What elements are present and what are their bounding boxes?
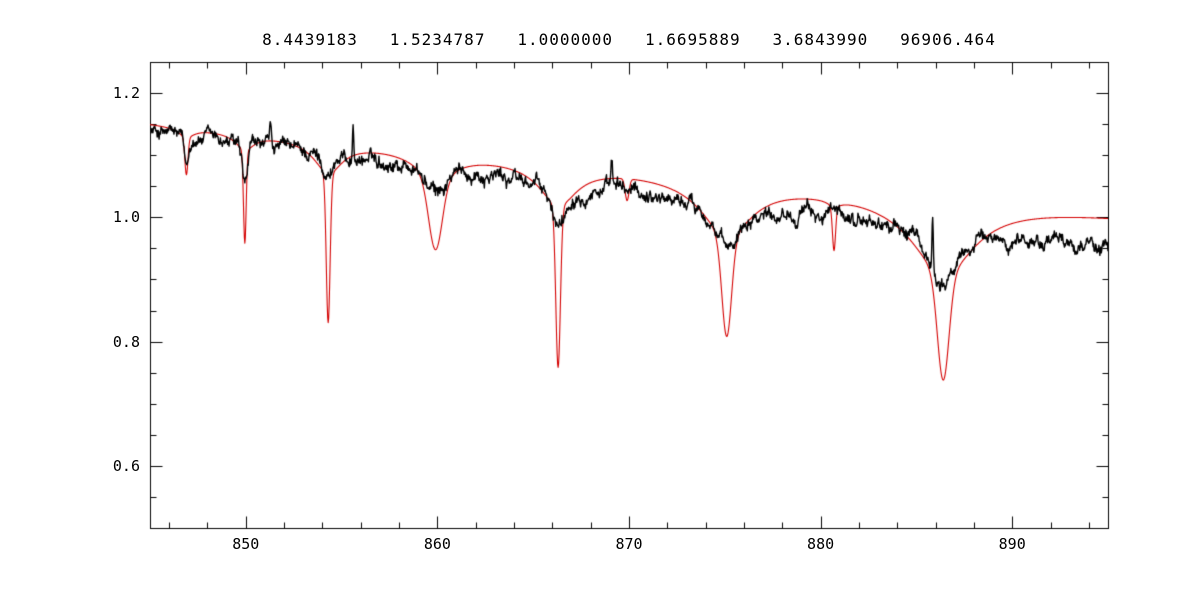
x-tick-label: 890 <box>998 535 1026 553</box>
x-tick-label: 860 <box>423 535 451 553</box>
y-tick-label: 0.8 <box>112 332 140 351</box>
x-tick-label: 850 <box>232 535 260 553</box>
x-tick-label: 880 <box>807 535 835 553</box>
y-tick-label: 1.0 <box>112 208 140 227</box>
y-tick-label: 1.2 <box>112 84 140 103</box>
y-tick-label: 0.6 <box>112 456 140 475</box>
x-tick-label: 870 <box>615 535 643 553</box>
